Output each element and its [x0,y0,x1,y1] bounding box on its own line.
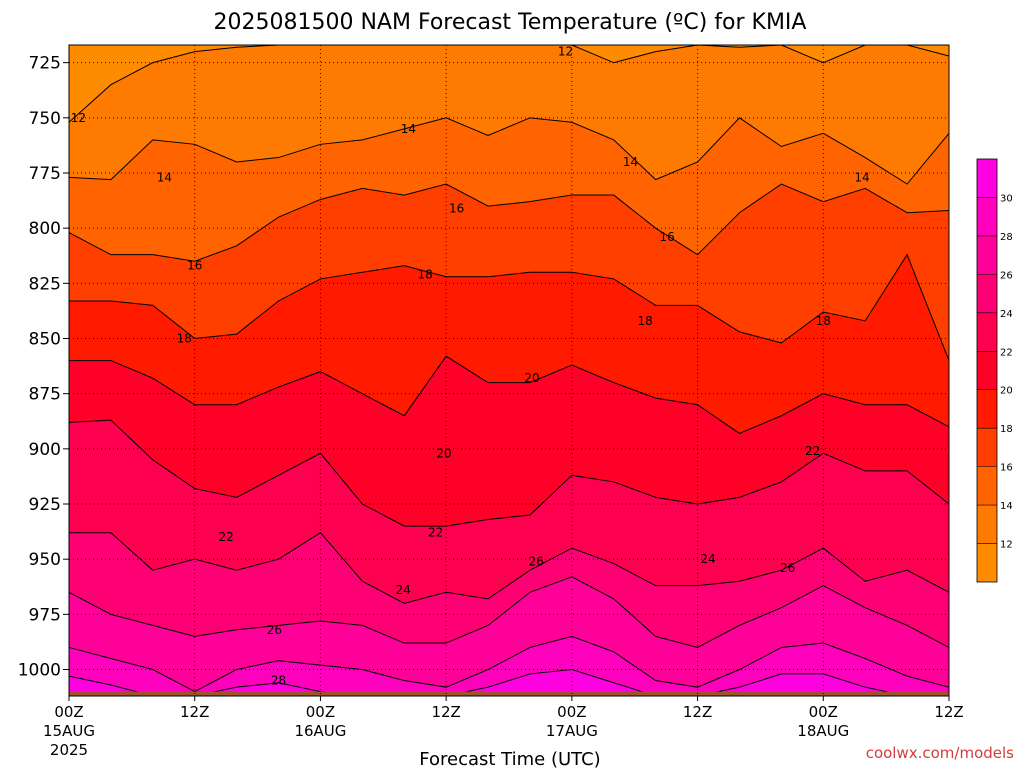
contour-label-22: 22 [219,530,234,544]
colorbar-swatch-10 [977,543,997,582]
x-tick-label-36: 12Z [431,703,460,721]
y-tick-label-900: 900 [29,440,61,460]
grid-layer [69,45,949,696]
temperature-fill-layer [69,45,949,697]
contour-label-12: 12 [71,111,86,125]
x-tick-label-72: 00Z [809,703,838,721]
plot-frame [68,44,950,697]
contour-label-24: 24 [700,552,715,566]
contour-label-26: 26 [780,561,795,575]
terrain-strip [69,691,949,696]
y-tick-label-850: 850 [29,330,61,350]
contour-label-24: 24 [396,583,411,597]
y-tick-label-975: 975 [29,605,61,625]
colorbar-swatch-18 [977,389,997,429]
colorbar-tick-label-28: 28 [1000,232,1013,243]
colorbar-frame [976,158,998,583]
colorbar-swatch-28 [977,197,997,236]
colorbar-swatch-30 [977,159,997,198]
contour-label-26: 26 [529,554,544,568]
contour-label-14: 14 [157,170,172,184]
colorbar-swatch-12 [977,505,997,544]
x-tick-date-0: 15AUG [43,722,95,740]
contour-label-20: 20 [436,446,451,460]
colorbar-tick-label-16: 16 [1000,463,1013,474]
y-tick-label-750: 750 [29,109,61,129]
y-tick-label-950: 950 [29,550,61,570]
colorbar-swatch-16 [977,428,997,467]
colorbar-tick-label-20: 20 [1000,386,1013,397]
contour-label-28: 28 [271,674,286,688]
x-tick-date-24: 16AUG [294,722,346,740]
colorbar-tick-label-12: 12 [1000,540,1013,551]
contour-label-22: 22 [805,444,820,458]
x-tick-label-0: 00Z [54,703,83,721]
contour-label-12: 12 [558,45,573,59]
y-tick-label-725: 725 [29,54,61,74]
contour-label-14: 14 [401,122,416,136]
isotherm-26 [68,576,950,648]
y-tick-label-775: 775 [29,164,61,184]
contour-label-20: 20 [524,371,539,385]
colorbar-tick-label-24: 24 [1000,309,1013,320]
y-axis: 725 750 775 800 825 850 875 900 925 950 975 1000 [18,54,69,681]
colorbar-tick-label-30: 30 [1000,193,1013,204]
terrain-layer [69,691,949,696]
colorbar-swatch-24 [977,274,997,313]
y-tick-label-800: 800 [29,219,61,239]
contour-label-14: 14 [623,155,638,169]
colorbar: 12 14 16 18 20 22 24 26 28 30 [976,158,1013,583]
colorbar-swatch-22 [977,312,997,352]
band-fill-28-30 [69,636,949,696]
y-tick-label-925: 925 [29,495,61,515]
isotherm-14 [68,117,950,185]
contour-label-14: 14 [854,170,869,184]
colorbar-swatch-20 [977,351,997,390]
isotherm-18 [69,253,950,361]
contour-label-18: 18 [638,314,653,328]
contour-label-26: 26 [267,623,282,637]
colorbar-tick-label-26: 26 [1000,270,1013,281]
contour-label-18: 18 [816,314,831,328]
contour-label-16: 16 [449,201,464,215]
isotherm-16 [68,183,950,262]
chart-title: 2025081500 NAM Forecast Temperature (ºC)… [214,10,807,35]
x-tick-label-60: 12Z [683,703,712,721]
colorbar-swatch-26 [977,235,997,275]
contour-label-18: 18 [177,332,192,346]
colorbar-tick-label-22: 22 [1000,347,1013,358]
x-tick-date-72: 18AUG [797,722,849,740]
isotherm-20 [69,355,950,434]
x-tick-year-0: 2025 [50,741,88,759]
x-axis-label: Forecast Time (UTC) [419,749,600,768]
contour-label-22: 22 [428,526,443,540]
contour-label-18: 18 [418,268,433,282]
x-tick-label-24: 00Z [306,703,335,721]
colorbar-tick-label-14: 14 [1000,501,1013,512]
isotherm-22 [68,419,950,527]
x-tick-label-12: 12Z [180,703,209,721]
isotherm-28 [68,635,950,693]
x-tick-label-48: 00Z [557,703,586,721]
x-tick-label-84: 12Z [934,703,963,721]
isotherm-24 [69,532,950,604]
credit-text: coolwx.com/models [866,744,1014,762]
y-tick-label-825: 825 [29,274,61,294]
x-tick-date-48: 17AUG [546,722,598,740]
y-tick-label-875: 875 [29,385,61,405]
y-tick-label-1000: 1000 [18,661,61,681]
colorbar-tick-label-18: 18 [1000,424,1013,435]
contour-label-16: 16 [660,230,675,244]
colorbar-swatch-14 [977,466,997,506]
